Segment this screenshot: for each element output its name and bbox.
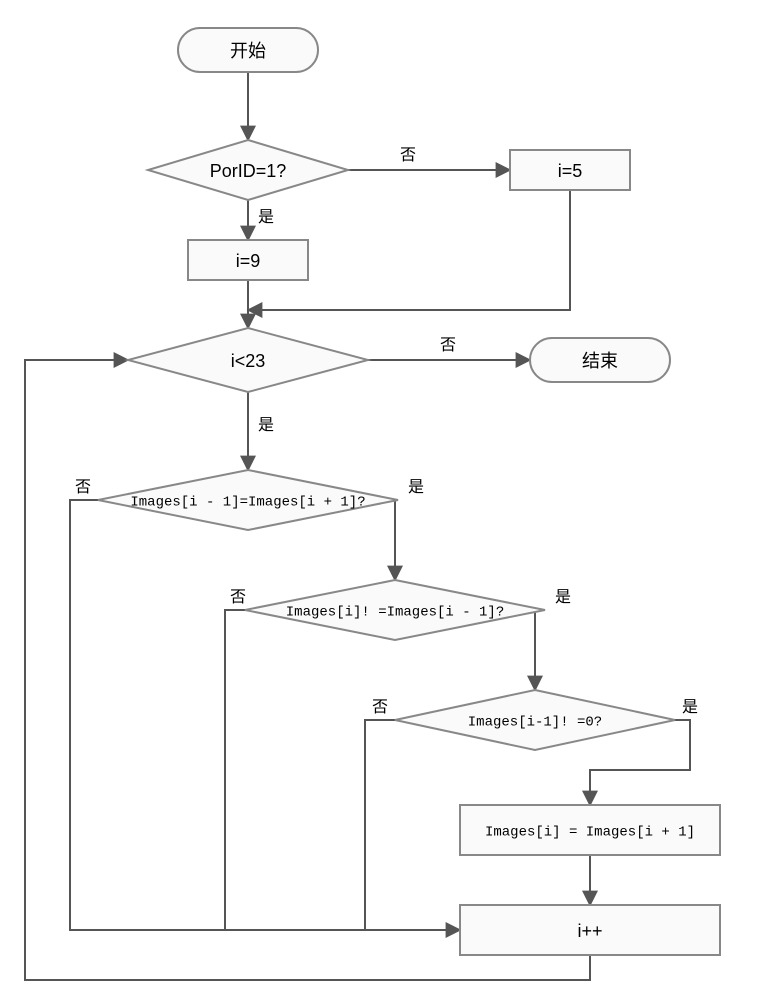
p-i9-label: i=9 <box>236 251 261 271</box>
end-label: 结束 <box>582 351 618 371</box>
edge-img3-ipp <box>365 720 395 930</box>
p-ipp-label: i++ <box>577 921 602 941</box>
flowchart-canvas: 否 是 否 是 是 否 是 否 是 否 <box>0 0 765 1000</box>
node-start: 开始 <box>178 28 318 72</box>
edge-label-no-5: 否 <box>372 699 388 716</box>
d-img3-label: Images[i-1]! =0? <box>468 715 602 731</box>
node-d-porid: PorID=1? <box>148 140 348 200</box>
edge-label-no-2: 否 <box>440 337 456 354</box>
edge-img1-img2 <box>395 500 398 580</box>
node-p-i5: i=5 <box>510 150 630 190</box>
node-p-assign: Images[i] = Images[i + 1] <box>460 805 720 855</box>
edge-label-yes-1: 是 <box>258 209 274 226</box>
node-p-ipp: i++ <box>460 905 720 955</box>
edge-label-no-1: 否 <box>400 147 416 164</box>
edge-label-no-3: 否 <box>75 479 91 496</box>
edge-img2-img3 <box>535 610 545 690</box>
node-d-img3: Images[i-1]! =0? <box>395 690 675 750</box>
node-d-img2: Images[i]! =Images[i - 1]? <box>245 580 545 640</box>
d-porid-label: PorID=1? <box>210 161 287 181</box>
p-assign-label: Images[i] = Images[i + 1] <box>485 825 695 841</box>
node-d-i23: i<23 <box>128 328 368 392</box>
edge-label-yes-2: 是 <box>258 417 274 434</box>
p-i5-label: i=5 <box>558 161 583 181</box>
start-label: 开始 <box>230 41 266 61</box>
node-p-i9: i=9 <box>188 240 308 280</box>
edge-label-yes-4: 是 <box>555 589 571 606</box>
edge-label-yes-3: 是 <box>408 479 424 496</box>
node-end: 结束 <box>530 338 670 382</box>
edge-label-no-4: 否 <box>230 589 246 606</box>
d-i23-label: i<23 <box>231 351 266 371</box>
edge-img1-ipp <box>70 500 460 930</box>
node-d-img1: Images[i - 1]=Images[i + 1]? <box>98 470 398 530</box>
d-img1-label: Images[i - 1]=Images[i + 1]? <box>130 495 365 511</box>
edge-label-yes-5: 是 <box>682 699 698 716</box>
edge-ipp-i23-loop <box>25 360 590 980</box>
edge-img2-ipp <box>225 610 245 930</box>
d-img2-label: Images[i]! =Images[i - 1]? <box>286 605 504 621</box>
